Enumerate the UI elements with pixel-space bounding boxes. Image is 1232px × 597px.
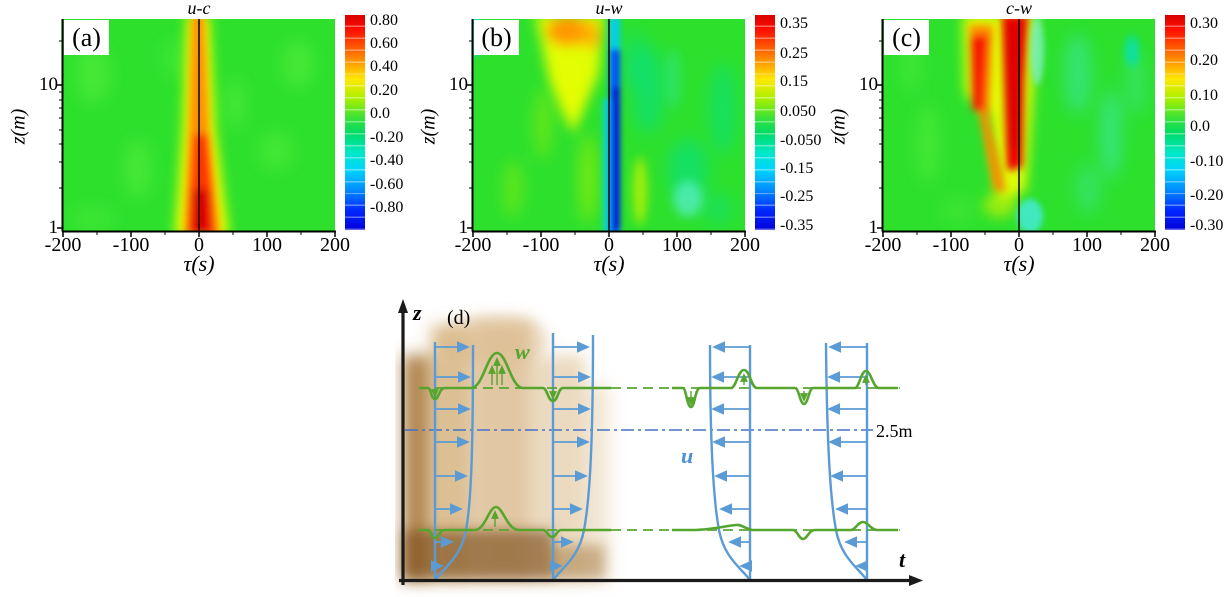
colorbar-tick-label: -0.10 [1190,153,1224,170]
schematic-diagram: z (d) w u 2.5m t [398,299,923,586]
x-tick-label: 0 [1014,234,1024,256]
panel-b: u-w (b) z(m) 10 1 -200 -100 0 100 200 τ(… [410,0,822,285]
x-axis-label: τ(s) [1003,251,1035,276]
colorbar-tick-label: -0.20 [370,129,404,146]
colorbar-tick-label: -0.050 [780,132,822,149]
panel-c: c-w (c) z(m) 10 1 -200 -100 0 100 200 τ(… [820,0,1230,285]
panel-a-heatmap [63,19,335,232]
y-tick-label: 1 [458,217,469,238]
w-traces [419,351,900,541]
x-tick-label: 100 [662,234,692,256]
panel-label: (b) [474,20,519,55]
x-tick-label: 200 [1140,234,1170,256]
colorbar-tick-label: 0.15 [780,73,808,90]
y-tick-label: 10 [449,74,468,95]
x-axis-label: τ(s) [183,251,215,276]
panel-c-heatmap [883,19,1155,232]
panel-title: u-c [187,0,211,18]
panel-label: (c) [884,20,929,55]
y-axis-label: z(m) [7,108,30,145]
colorbar [755,15,775,230]
colorbar-tick-label: 0.40 [370,58,398,75]
colorbar [345,15,365,230]
diagram-label: (d) [447,307,470,329]
colorbar-tick-label: 0.80 [370,12,398,29]
t-axis-label: t [899,547,906,572]
y-tick-label: 1 [48,217,59,238]
x-tick-label: -100 [112,234,150,256]
colorbar-tick-label: 0.60 [370,35,398,52]
w-label: w [515,339,530,364]
y-axis-label: z(m) [827,108,850,145]
colorbar-tick-label: 0.050 [780,103,816,120]
height-marker-label: 2.5m [876,421,913,441]
y-axis-label: z(m) [417,108,440,145]
x-tick-label: -200 [864,234,902,256]
colorbar-tick-label: -0.25 [780,188,814,205]
x-axis-label: τ(s) [593,251,625,276]
x-tick-label: -100 [522,234,560,256]
panel-a: u-c (a) z(m) 10 1 -200 -100 0 100 200 τ(… [0,0,410,285]
colorbar-tick-label: -0.80 [370,199,404,216]
panel-a-plot [57,19,336,237]
x-tick-label: 100 [1072,234,1102,256]
y-tick-label: 10 [859,74,878,95]
x-tick-label: 0 [604,234,614,256]
colorbar-tick-label: 0.20 [1190,52,1218,69]
panel-b-heatmap [473,19,745,232]
colorbar-tick-label: -0.15 [780,160,814,177]
colorbar-tick-label: -0.35 [780,217,814,234]
panel-title: c-w [1006,0,1032,18]
colorbar-tick-label: 0.10 [1190,87,1218,104]
colorbar-tick-label: 0.0 [1190,118,1210,135]
colorbar-tick-label: 0.35 [780,15,808,32]
colorbar-tick-label: 0.0 [370,105,390,122]
panel-title: u-w [595,0,623,18]
colorbar-tick-label: 0.25 [780,45,808,62]
x-tick-label: -200 [454,234,492,256]
x-tick-label: 0 [194,234,204,256]
x-tick-label: 100 [252,234,282,256]
y-tick-label: 1 [868,217,879,238]
panel-c-plot [877,19,1156,237]
x-tick-label: -200 [44,234,82,256]
x-tick-label: -100 [932,234,970,256]
u-label: u [681,443,693,468]
z-axis-label: z [412,300,422,325]
y-tick-label: 10 [39,74,58,95]
colorbar-tick-label: -0.30 [1190,217,1224,234]
panel-label: (a) [64,20,109,55]
x-tick-label: 200 [320,234,350,256]
colorbar-tick-label: 0.30 [1190,15,1218,32]
colorbar-tick-label: 0.20 [370,82,398,99]
colorbar [1165,15,1185,230]
panel-b-plot [467,19,746,237]
colorbar-tick-label: -0.40 [370,152,404,169]
diagram-axes [398,299,923,586]
colorbar-tick-label: -0.20 [1190,187,1224,204]
x-tick-label: 200 [730,234,760,256]
u-profile-arrows [430,341,869,572]
colorbar-tick-label: -0.60 [370,176,404,193]
